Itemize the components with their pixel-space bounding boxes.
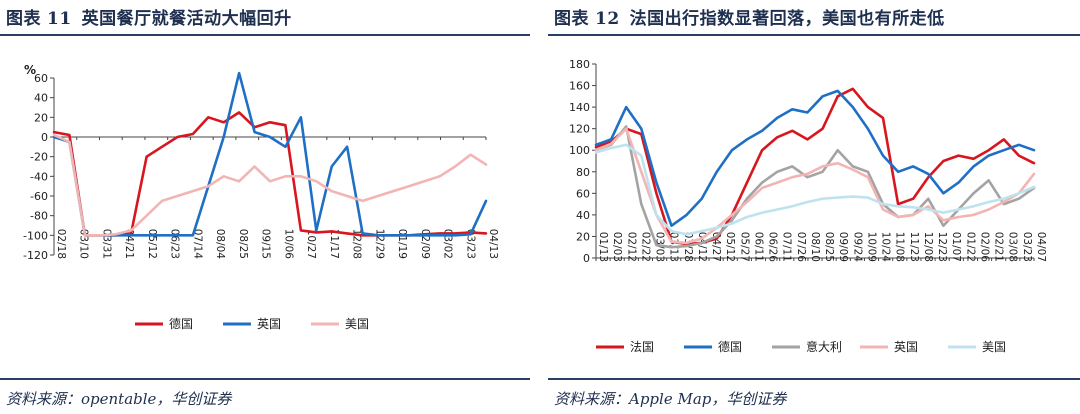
right-ytick-label: 80 [576,166,590,179]
title-rule-left [0,34,530,36]
right-xtick-label: 08/25 [823,232,835,262]
left-series-line-2 [52,71,488,237]
left-ytick-label: -40 [30,170,48,183]
right-legend-label-3: 意大利 [806,339,842,354]
left-xtick-label: 04/13 [487,229,499,259]
right-xtick-label: 02/21 [993,232,1005,262]
chart-title-right: 图表 12 法国出行指数显著回落，美国也有所走低 [554,9,945,29]
left-ytick-label: -120 [23,249,48,262]
right-xtick-label: 01/13 [597,232,609,262]
left-xtick-label: 06/23 [169,229,181,259]
left-xtick-label: 03/31 [100,229,112,259]
right-xtick-label: 12/23 [936,232,948,262]
left-xtick-label: 03/23 [464,229,476,259]
right-ytick-label: 180 [569,58,590,71]
right-xtick-label: 08/10 [809,232,821,262]
left-ytick-label: -20 [30,151,48,164]
right-xtick-label: 03/03 [654,232,666,262]
left-legend-label-1: 德国 [169,316,193,331]
left-xtick-label: 10/06 [282,229,294,260]
right-series-line-1 [594,87,1036,246]
right-xtick-label: 06/11 [752,232,764,262]
panel-right: 图表 12 法国出行指数显著回落，美国也有所走低 180 160 140 120 100 80… [548,0,1080,414]
left-xtick-label: 09/15 [260,229,272,259]
right-ytick-label: 140 [569,101,590,114]
source-rule-left [0,378,530,380]
left-xtick-label: 08/25 [237,229,249,259]
right-ytick-label: 0 [583,252,590,265]
right-xtick-label: 02/06 [978,232,990,263]
left-ytick-label: 60 [34,72,48,85]
left-xtick-label: 05/12 [146,229,158,259]
left-xtick-label: 12/29 [373,229,385,259]
title-rule-right [548,34,1080,36]
right-series-line-3 [594,125,1036,249]
right-xtick-label: 06/26 [767,232,779,263]
right-series-line-4 [594,127,1036,245]
right-legend-label-5: 美国 [982,340,1006,354]
right-ytick-label: 100 [569,144,590,157]
right-xtick-label: 11/23 [908,232,920,262]
right-xtick-label: 03/08 [1007,232,1019,262]
right-ytick-label: 40 [576,209,590,222]
left-ytick-label: 20 [34,111,48,124]
right-xtick-label: 03/23 [1021,232,1033,262]
left-legend-label-3: 美国 [345,317,369,331]
left-ytick-label: 40 [34,92,48,105]
right-xtick-label: 01/07 [950,232,962,262]
right-ytick-label: 20 [576,230,590,243]
right-legend-label-1: 法国 [630,340,654,354]
panel-left: 图表 11 英国餐厅就餐活动大幅回升 60 40 20 0 -20 -40 -60 -80 -100… [0,0,530,414]
right-ytick-label: 160 [569,80,590,93]
right-xtick-label: 10/24 [880,232,892,263]
right-xtick-label: 05/12 [724,232,736,262]
right-xtick-label: 07/11 [781,232,793,262]
right-xtick-label: 09/24 [851,232,863,263]
left-ylabel: % [24,63,36,77]
left-xtick-label: 12/08 [351,229,363,259]
left-xtick-label: 11/17 [328,229,340,259]
source-rule-right [548,378,1080,380]
source-left: 资料来源：opentable，华创证券 [6,390,232,408]
right-xtick-label: 09/09 [837,232,849,262]
right-xtick-label: 01/22 [964,232,976,262]
left-xtick-label: 02/18 [55,229,67,259]
source-right: 资料来源：Apple Map，华创证券 [554,390,787,408]
left-ytick-label: -60 [30,190,48,203]
left-ytick-label: -100 [23,229,48,242]
right-series-line-5 [594,143,1036,236]
right-xtick-label: 02/22 [639,232,651,262]
chart-title-left: 图表 11 英国餐厅就餐活动大幅回升 [6,9,292,29]
right-legend-label-4: 英国 [894,340,918,354]
left-series-line-1 [52,111,488,237]
left-series-line-3 [52,133,488,237]
right-xtick-label: 12/08 [922,232,934,262]
right-legend-label-2: 德国 [718,339,742,354]
right-xtick-label: 07/26 [795,232,807,263]
right-xtick-label: 02/03 [611,232,623,262]
left-xtick-label: 07/14 [191,229,203,260]
right-xtick-label: 05/27 [738,232,750,262]
left-ytick-label: -80 [30,210,48,223]
right-xtick-label: 02/12 [625,232,637,262]
right-ytick-label: 60 [576,187,590,200]
left-xtick-label: 10/27 [305,229,317,259]
right-xtick-label: 10/09 [865,232,877,262]
left-xtick-label: 01/19 [396,229,408,259]
right-xtick-label: 11/08 [894,232,906,262]
right-xtick-label: 04/07 [1035,232,1047,262]
right-series-line-2 [594,89,1036,227]
left-xtick-label: 08/04 [214,229,226,260]
left-ytick-label: 0 [41,131,48,144]
right-ytick-label: 120 [569,123,590,136]
left-legend-label-2: 英国 [257,317,281,331]
